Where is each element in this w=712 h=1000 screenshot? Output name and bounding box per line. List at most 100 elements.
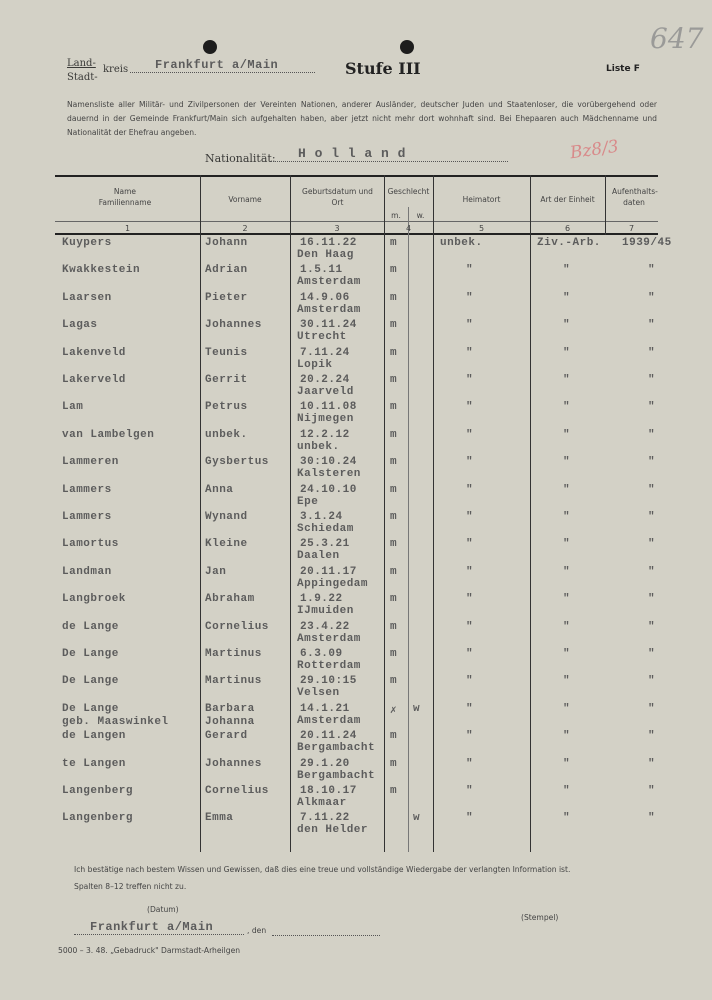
birth-date: 29.1.20 — [300, 757, 350, 770]
first-name: Kleine — [205, 538, 248, 551]
stay-dates: " — [648, 291, 656, 304]
family-name: De Lange — [62, 675, 119, 688]
unit-type: " — [563, 264, 571, 277]
sex-m: m — [390, 730, 398, 743]
family-name: Lakenveld — [62, 346, 126, 359]
birth-date: 30.11.24 — [300, 319, 357, 332]
stay-dates: " — [648, 648, 656, 660]
sex-m: m — [390, 319, 398, 332]
unit-type: " — [563, 730, 571, 743]
family-name: Kuypers — [62, 237, 112, 249]
family-name: de Lange — [62, 620, 119, 633]
home-town: " — [466, 346, 474, 359]
birth-date: 20.11.17 — [300, 565, 357, 578]
first-name: Adrian — [205, 264, 248, 277]
birth-date: 20.11.24 — [300, 730, 357, 743]
birth-place: Utrecht — [297, 331, 347, 344]
kreis-value: Frankfurt a/Main — [130, 58, 315, 73]
birth-place: Daalen — [297, 550, 340, 563]
col-divider — [408, 207, 409, 852]
birth-date: 25.3.21 — [300, 538, 350, 551]
first-name: Pieter — [205, 291, 248, 304]
red-stamp-mark: Bz8/3 — [568, 136, 620, 164]
unit-type: " — [563, 291, 571, 304]
stay-dates: " — [648, 702, 656, 715]
stay-dates: " — [648, 401, 656, 414]
nationality-value: H o l l a n d — [270, 146, 508, 162]
col-divider — [384, 175, 385, 852]
column-number: 1 — [124, 224, 131, 233]
birth-date: 12.2.12 — [300, 428, 350, 441]
home-town: unbek. — [440, 237, 483, 249]
first-name: Jan — [205, 565, 227, 578]
first-name: Johannes — [205, 757, 262, 770]
birth-date: 10.11.08 — [300, 401, 357, 414]
first-name: Abraham — [205, 593, 255, 606]
home-town: " — [466, 702, 474, 715]
birth-place: Rotterdam — [297, 660, 361, 672]
unit-type: " — [563, 346, 571, 359]
home-town: " — [466, 374, 474, 386]
birth-place: Den Haag — [297, 249, 354, 261]
column-header-firstname: Vorname — [228, 195, 262, 204]
family-name: Landman — [62, 565, 112, 578]
family-name: de Langen — [62, 730, 126, 743]
birth-date: 23.4.22 — [300, 620, 350, 633]
header-bottom-rule — [55, 233, 658, 235]
stay-dates: " — [648, 511, 656, 523]
first-name: Cornelius — [205, 620, 269, 633]
column-number: 7 — [628, 224, 635, 233]
family-name: De Lange — [62, 648, 119, 660]
home-town: " — [466, 648, 474, 660]
printer-imprint: 5000 – 3. 48. „Gebadruck" Darmstadt-Arhe… — [58, 946, 241, 955]
column-header-sex-m: m. — [391, 211, 401, 220]
maiden-name: geb. Maaswinkel — [62, 715, 169, 728]
home-town: " — [466, 812, 474, 825]
birth-place: Jaarveld — [297, 386, 354, 398]
column-header-birth: Geburtsdatum und Ort — [302, 187, 373, 207]
sex-m: m — [390, 374, 398, 386]
stay-dates: " — [648, 538, 656, 551]
column-header-sex-w: w. — [416, 211, 425, 220]
birth-place: Bergambacht — [297, 742, 376, 755]
home-town: " — [466, 264, 474, 277]
sex-w: w — [413, 702, 421, 715]
first-name: Gysbertus — [205, 456, 269, 469]
sex-m: m — [390, 401, 398, 414]
unit-type: " — [563, 675, 571, 688]
column-header-unit: Art der Einheit — [540, 195, 595, 204]
stay-dates: " — [648, 730, 656, 743]
den-label: , den — [247, 926, 267, 935]
column-header-name: Name Familienname — [98, 187, 152, 207]
family-name: Lamortus — [62, 538, 119, 551]
stamp-label: (Stempel) — [521, 913, 559, 922]
family-name: De Lange — [62, 702, 119, 715]
birth-date: 1.5.11 — [300, 264, 343, 277]
home-town: " — [466, 538, 474, 551]
family-name: van Lambelgen — [62, 428, 155, 441]
stay-dates: " — [648, 428, 656, 441]
unit-type: " — [563, 428, 571, 441]
table-top-rule — [55, 175, 658, 177]
unit-type: Ziv.-Arb. — [537, 237, 601, 249]
birth-date: 7.11.24 — [300, 346, 350, 359]
unit-type: " — [563, 319, 571, 332]
unit-type: " — [563, 812, 571, 825]
page-title: Stufe III — [345, 59, 421, 78]
stay-dates: " — [648, 593, 656, 606]
stay-dates: " — [648, 812, 656, 825]
sex-m: ✗ — [390, 704, 398, 717]
sex-m: m — [390, 264, 398, 277]
stay-dates: " — [648, 346, 656, 359]
column-header-home: Heimatort — [462, 195, 501, 204]
stay-dates: " — [648, 620, 656, 633]
date-field — [272, 926, 380, 936]
home-town: " — [466, 428, 474, 441]
stay-dates: " — [648, 675, 656, 688]
birth-place: Amsterdam — [297, 276, 361, 289]
birth-place: den Helder — [297, 824, 369, 837]
birth-date: 20.2.24 — [300, 374, 350, 386]
family-name: Lammeren — [62, 456, 119, 469]
unit-type: " — [563, 593, 571, 606]
unit-type: " — [563, 374, 571, 386]
